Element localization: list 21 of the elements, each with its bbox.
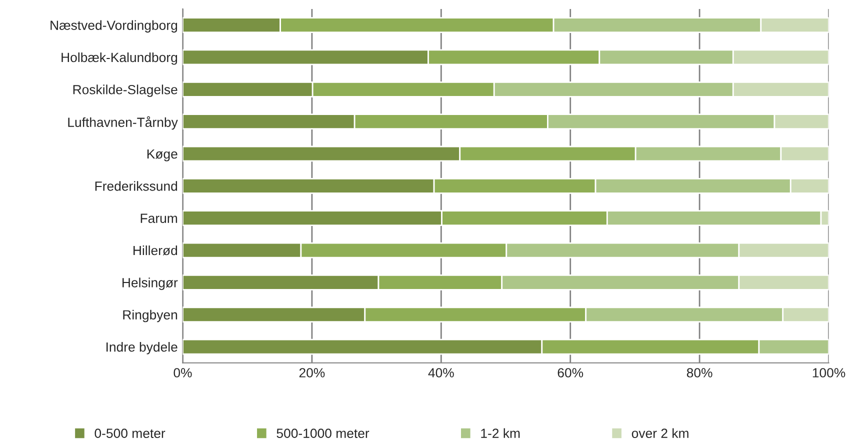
y-tick-label: Hillerød [134, 245, 178, 256]
legend-label: over 2 km [632, 428, 688, 438]
x-tick-label: 0% [174, 368, 192, 378]
y-tick-label: Ringbyen [123, 310, 178, 322]
y-tick-label: Indre bydele [106, 342, 178, 354]
y-tick-label: Næstved-Vordingborg [50, 20, 178, 33]
x-tick-label: 100% [812, 368, 846, 378]
legend-label: 1-2 km [481, 428, 520, 438]
y-tick-label: Frederikssund [95, 181, 178, 191]
y-tick-label: Roskilde-Slagelse [73, 84, 178, 97]
x-tick-label: 80% [686, 368, 712, 378]
legend-label: 0-500 meter [94, 428, 166, 438]
y-tick-label: Holbæk-Kalundborg [62, 52, 178, 65]
x-tick-label: 40% [428, 368, 454, 378]
y-tick-label: Helsingør [122, 278, 178, 290]
x-tick-label: 60% [558, 368, 584, 378]
y-tick-label: Lufthavnen-Tårnby [68, 116, 178, 130]
legend-label: 500-1000 meter [276, 428, 370, 438]
y-tick-label: Køge [147, 149, 178, 162]
y-tick-label: Farum [140, 214, 178, 224]
x-tick-label: 20% [299, 368, 325, 378]
